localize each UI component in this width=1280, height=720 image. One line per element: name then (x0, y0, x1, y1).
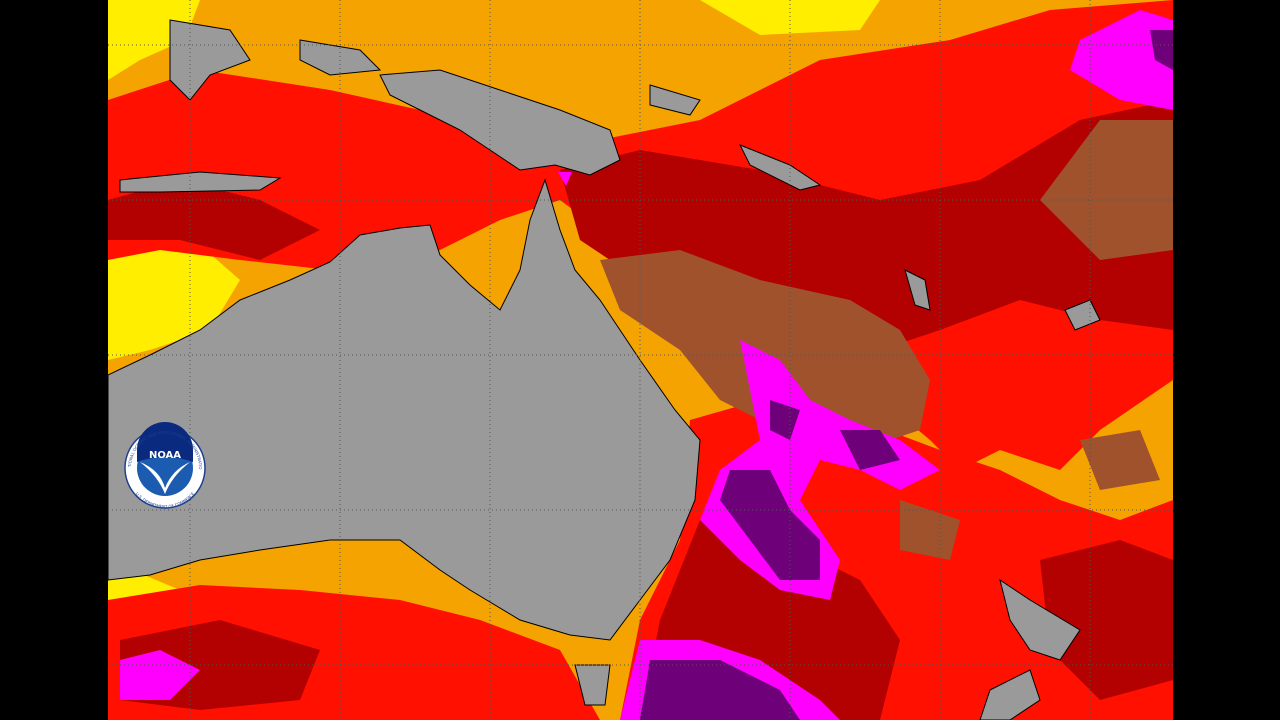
brown-zones (600, 120, 1173, 560)
logo-sky (137, 422, 193, 462)
graticule (108, 0, 1173, 720)
land (108, 19, 1101, 720)
purple-zones (640, 30, 1173, 720)
logo-acronym: NOAA (149, 450, 181, 461)
heat-stress-map (108, 0, 1173, 720)
logo-bird (140, 462, 190, 494)
